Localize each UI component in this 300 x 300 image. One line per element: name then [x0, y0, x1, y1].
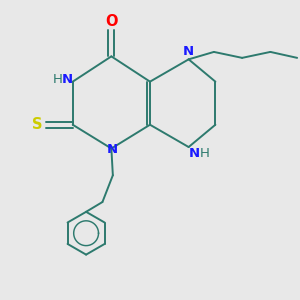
- Text: S: S: [32, 117, 43, 132]
- Text: N: N: [106, 142, 118, 156]
- Text: H: H: [52, 73, 62, 86]
- Text: N: N: [188, 147, 200, 160]
- Text: H: H: [200, 147, 210, 160]
- Text: N: N: [183, 45, 194, 58]
- Text: O: O: [105, 14, 118, 29]
- Text: N: N: [62, 73, 73, 86]
